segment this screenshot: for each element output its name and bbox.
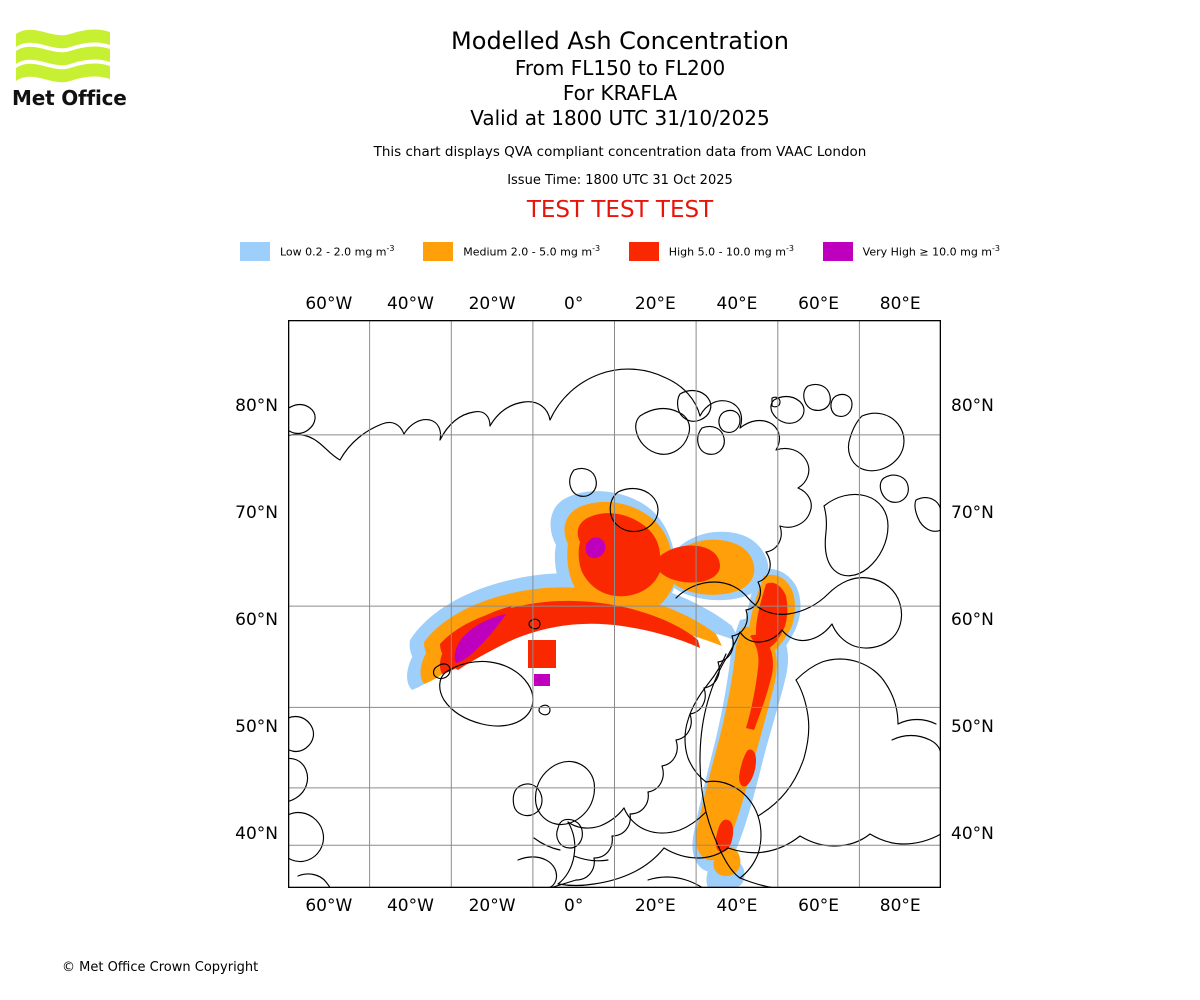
legend-label-high: High 5.0 - 10.0 mg m-3 <box>668 243 794 259</box>
coastlines <box>288 368 941 888</box>
x-tick-label: 0° <box>564 294 584 314</box>
legend-item-medium: Medium 2.0 - 5.0 mg m-3 <box>423 241 601 261</box>
met-office-logo: Met Office <box>12 24 132 114</box>
y-tick-label: 80°N <box>951 395 994 416</box>
legend-item-very-high: Very High ≥ 10.0 mg m-3 <box>822 241 1000 261</box>
title-block: Modelled Ash Concentration From FL150 to… <box>240 26 1000 224</box>
legend-label-low: Low 0.2 - 2.0 mg m-3 <box>280 243 395 259</box>
y-tick-label: 80°N <box>235 395 278 416</box>
flight-level-line: From FL150 to FL200 <box>514 56 726 80</box>
valid-time-line: Valid at 1800 UTC 31/10/2025 <box>470 106 770 130</box>
map-graticule <box>288 320 941 888</box>
x-tick-label: 60°W <box>305 896 353 916</box>
ash-concentration-map[interactable] <box>288 320 941 888</box>
x-tick-label: 60°E <box>798 896 839 916</box>
legend-swatch-very-high <box>822 241 853 261</box>
x-tick-label: 40°E <box>716 896 758 916</box>
map-frame <box>288 320 941 888</box>
y-tick-label: 60°N <box>951 610 994 631</box>
test-banner: TEST TEST TEST <box>526 197 714 223</box>
y-tick-label: 60°N <box>235 610 278 631</box>
legend-swatch-medium <box>423 241 454 261</box>
y-tick-label: 70°N <box>235 502 278 523</box>
issue-time: Issue Time: 1800 UTC 31 Oct 2025 <box>507 173 733 188</box>
y-tick-label: 50°N <box>235 717 278 738</box>
y-tick-label: 40°N <box>235 824 278 845</box>
y-tick-label: 70°N <box>951 502 994 523</box>
map-canvas <box>288 320 941 888</box>
met-office-wave-icon <box>16 29 110 83</box>
x-tick-label: 20°E <box>634 896 676 916</box>
x-tick-label: 40°W <box>386 896 434 916</box>
x-tick-label: 80°E <box>879 294 921 314</box>
x-tick-label: 40°E <box>716 294 758 314</box>
x-tick-label: 60°W <box>305 294 353 314</box>
y-tick-label: 40°N <box>951 824 994 845</box>
page-title: Modelled Ash Concentration <box>451 27 789 55</box>
legend-item-low: Low 0.2 - 2.0 mg m-3 <box>240 241 395 261</box>
copyright-notice: © Met Office Crown Copyright <box>62 960 259 975</box>
legend-item-high: High 5.0 - 10.0 mg m-3 <box>628 241 794 261</box>
legend-swatch-high <box>628 241 659 261</box>
x-tick-label: 20°W <box>468 896 516 916</box>
legend-label-very-high: Very High ≥ 10.0 mg m-3 <box>862 243 1000 259</box>
x-tick-label: 0° <box>564 896 584 916</box>
contour-very-high <box>454 537 606 686</box>
x-tick-label: 80°E <box>879 896 921 916</box>
x-tick-label: 60°E <box>798 294 839 314</box>
x-tick-label: 20°W <box>468 294 516 314</box>
x-tick-label: 20°E <box>634 294 676 314</box>
volcano-line: For KRAFLA <box>562 81 678 105</box>
y-tick-label: 50°N <box>951 717 994 738</box>
legend-swatch-low <box>240 241 270 261</box>
qva-disclaimer: This chart displays QVA compliant concen… <box>373 144 867 160</box>
ash-plume-contours <box>407 491 801 888</box>
x-tick-label: 40°W <box>386 294 434 314</box>
legend-label-medium: Medium 2.0 - 5.0 mg m-3 <box>463 243 601 259</box>
concentration-legend: Low 0.2 - 2.0 mg m-3 Medium 2.0 - 5.0 mg… <box>240 240 1000 262</box>
logo-wordmark: Met Office <box>12 86 127 110</box>
